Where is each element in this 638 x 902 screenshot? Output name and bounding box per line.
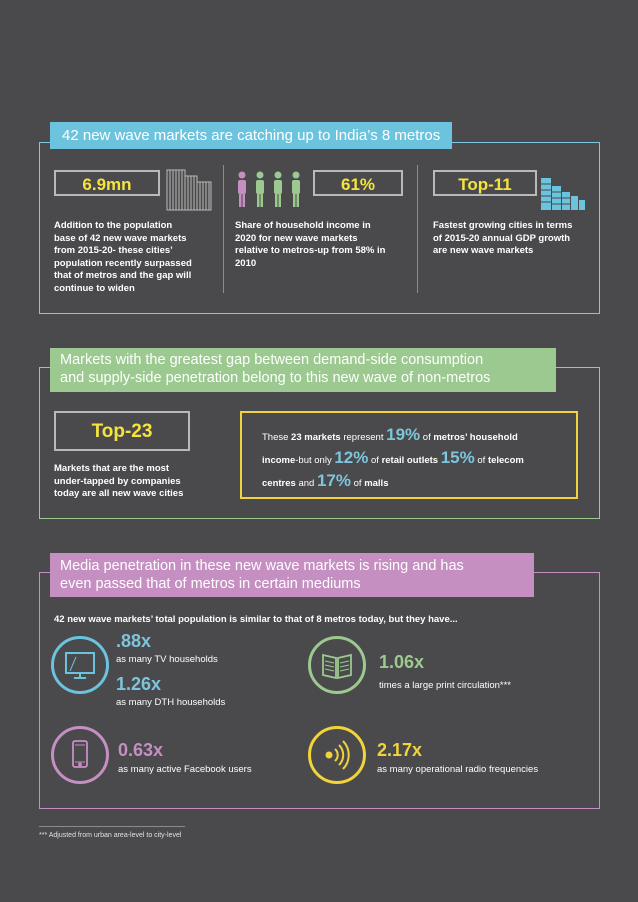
growth-buildings-icon xyxy=(541,178,585,210)
market-share-line-1: These 23 markets represent 19% of metros… xyxy=(262,425,518,444)
tv-desc: as many TV households xyxy=(116,654,218,665)
radio-desc: as many operational radio frequencies xyxy=(377,764,539,775)
market-share-box xyxy=(240,411,578,499)
section-metros-banner: 42 new wave markets are catching up to I… xyxy=(50,122,453,149)
footnote-divider xyxy=(39,826,185,827)
dth-multiplier: 1.26x xyxy=(116,674,162,694)
footnote: *** Adjusted from urban area-level to ci… xyxy=(39,832,182,839)
tv-multiplier: .88x xyxy=(116,631,152,651)
gdp-growth-stat-desc: Fastest growing cities in terms of 2015-2… xyxy=(433,220,573,257)
print-multiplier: 1.06x xyxy=(379,652,425,672)
market-share-line-3: centres and 17% of malls xyxy=(262,471,389,490)
print-desc: times a large print circulation*** xyxy=(379,680,512,691)
media-intro: 42 new wave markets’ total population is… xyxy=(54,614,458,625)
facebook-desc: as many active Facebook users xyxy=(118,764,252,775)
section-gap-banner: Markets with the greatest gap between de… xyxy=(50,348,556,392)
divider xyxy=(417,165,418,293)
book-icon xyxy=(308,636,366,694)
gdp-growth-stat-box: Top-11 xyxy=(433,170,537,196)
income-share-stat-box: 61% xyxy=(313,170,403,196)
income-share-stat-desc: Share of household income in 2020 for new… xyxy=(235,220,386,269)
tv-icon xyxy=(51,636,109,694)
under-tapped-stat-box: Top-23 xyxy=(54,411,190,451)
section-media-banner: Media penetration in these new wave mark… xyxy=(50,553,534,597)
radio-multiplier: 2.17x xyxy=(377,740,423,760)
phone-icon xyxy=(51,726,109,784)
divider xyxy=(223,165,224,293)
radio-icon xyxy=(308,726,366,784)
market-share-line-2: income-but only 12% of retail outlets 15… xyxy=(262,448,524,467)
population-stat-desc: Addition to the population base of 42 new… xyxy=(54,220,192,294)
facebook-multiplier: 0.63x xyxy=(118,740,164,760)
people-icon xyxy=(238,171,300,207)
dth-desc: as many DTH households xyxy=(116,697,226,708)
buildings-icon xyxy=(166,169,212,211)
under-tapped-stat-desc: Markets that are the most under-tapped by… xyxy=(54,463,184,500)
population-stat-box: 6.9mn xyxy=(54,170,160,196)
